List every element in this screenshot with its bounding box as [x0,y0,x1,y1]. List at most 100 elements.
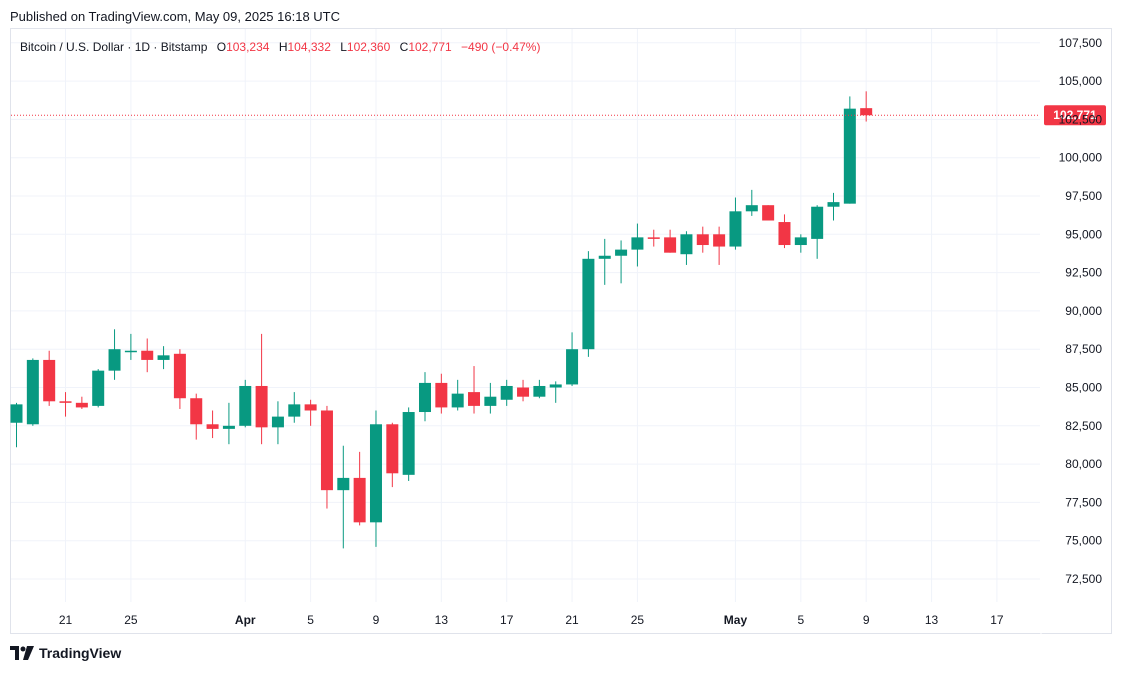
candle-body [157,355,170,360]
y-tick-label: 85,000 [1065,381,1102,395]
candle [255,333,268,445]
last-price-label: 102,771 [1053,108,1097,122]
candle-body [631,237,644,250]
last-price-badge [1044,105,1106,126]
chart-grid [11,29,1042,634]
candle-body [713,234,726,247]
x-tick-label: May [724,613,748,627]
candle-body [271,416,284,428]
candle [794,234,807,253]
candle-body [843,108,856,204]
candle [124,333,137,360]
candle-body [141,350,154,360]
candle [320,405,333,509]
candle-body [860,108,873,116]
chart-frame[interactable] [10,28,1112,634]
candle [468,366,481,414]
price-axis: 72,500 75,000 77,500 80,000 82,500 85,000 87,5… [1059,36,1103,586]
candle [631,223,644,267]
candle-body [778,222,791,246]
y-tick-label: 102,500 [1059,112,1103,126]
candle-body [26,359,39,425]
y-tick-label: 100,000 [1059,151,1103,165]
open-label: O [216,40,227,54]
candle-body [288,404,301,417]
y-tick-label: 77,500 [1065,495,1102,509]
symbol-description: Bitcoin / U.S. Dollar · 1D · Bitstamp [20,40,208,54]
candle [157,346,170,370]
candle [484,382,497,414]
published-header: Published on TradingView.com, May 09, 20… [10,9,341,24]
candle [843,96,856,204]
x-tick-label: 25 [631,613,645,627]
candle [108,329,121,380]
high-label: H [278,40,288,54]
candle [92,369,105,408]
candle [680,231,693,265]
candle [566,332,579,386]
y-tick-label: 80,000 [1065,457,1102,471]
candle-body [484,396,497,406]
candle [43,350,56,406]
close-value: 102,771 [408,40,452,54]
candle-body [598,255,611,259]
tradingview-footer[interactable]: TradingView [10,645,121,661]
x-tick-label: 5 [307,613,314,627]
y-tick-label: 75,000 [1065,534,1102,548]
candle [500,379,513,406]
candle-body [435,382,448,408]
candle-body [419,382,431,413]
candle [353,451,366,526]
candle [337,445,350,549]
candle [696,226,709,253]
candle-body [827,202,840,207]
candle [517,379,530,402]
candle [10,402,23,448]
candle-body [664,237,677,253]
x-tick-label: 13 [925,613,939,627]
candle-body [615,249,628,256]
tradingview-logo-icon [10,646,34,660]
candle-body [533,385,546,397]
candle-body [451,393,464,408]
candle-body [239,385,252,426]
candle [173,349,186,409]
candle-body [811,206,824,239]
candle [206,410,219,439]
candle [582,251,595,357]
candle [745,189,758,216]
candle [26,358,39,426]
candle-body [320,410,333,491]
candle-body [680,234,693,255]
candle-body [369,424,382,523]
y-tick-label: 92,500 [1065,266,1102,280]
candle [369,410,382,547]
x-tick-label: Apr [235,613,256,627]
high-value: 104,332 [287,40,331,54]
candle-body [124,350,137,353]
candle [402,407,415,481]
candle-body [762,205,775,221]
candle-body [173,353,186,399]
x-tick-label: 17 [500,613,514,627]
last-price-line: 102,771 [11,105,1106,126]
candle-body [353,477,366,523]
candle [664,229,677,253]
candle [451,379,464,411]
candle-body [190,398,203,425]
candle-body [402,412,415,475]
candle [304,399,317,426]
candle [141,338,154,373]
x-tick-label: 17 [990,613,1004,627]
y-tick-label: 97,500 [1065,189,1102,203]
candle [386,422,399,488]
ohlc-legend: Bitcoin / U.S. Dollar · 1D · Bitstamp O 1… [20,40,540,54]
candle-body [517,387,530,397]
candle [419,372,431,422]
candle-body [255,385,268,428]
candle-body [206,424,219,429]
close-label: C [399,40,409,54]
candle [762,205,775,221]
candle [811,205,824,259]
